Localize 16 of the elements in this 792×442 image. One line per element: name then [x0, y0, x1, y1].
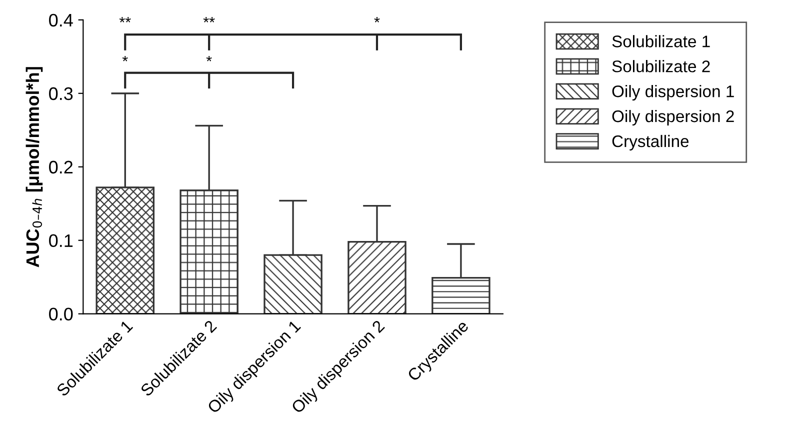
legend-label: Solubilizate 2: [612, 60, 710, 72]
annotation: *: [206, 56, 212, 62]
y-axis-title: AUC$_{0–4h}$ [μmol/mmol*h]: [26, 67, 43, 268]
annotation: *: [122, 56, 128, 62]
y-tick-label: 0.0: [49, 308, 73, 321]
annotation: **: [203, 17, 215, 22]
y-tick-label: 0.2: [49, 160, 73, 174]
legend-label: Oily dispersion 2: [612, 110, 734, 126]
legend-label: Crystalline: [612, 134, 689, 150]
legend-label: Solubilizate 1: [612, 35, 710, 48]
y-tick-label: 0.4: [49, 14, 73, 27]
y-tick-label: 0.3: [49, 87, 73, 100]
annotation: **: [119, 17, 131, 22]
legend-label: Oily dispersion 1: [612, 85, 734, 101]
y-tick-label: 0.1: [49, 234, 73, 248]
annotation: *: [374, 17, 380, 22]
